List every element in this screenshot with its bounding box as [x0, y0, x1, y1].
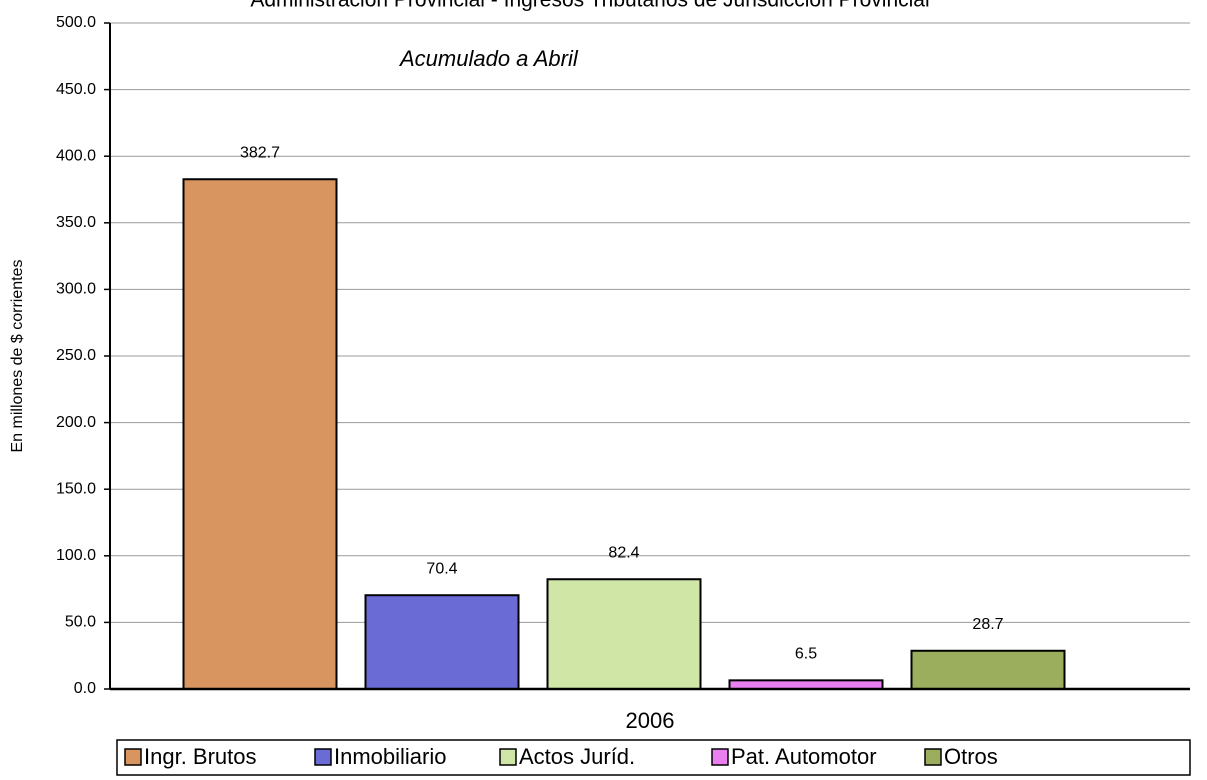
legend-label: Otros	[944, 744, 998, 769]
data-label: 28.7	[972, 616, 1003, 633]
y-tick-label: 50.0	[65, 614, 96, 631]
data-label: 70.4	[426, 560, 457, 577]
legend-swatch	[499, 748, 517, 766]
data-label: 382.7	[240, 144, 280, 161]
y-tick-label: 250.0	[56, 347, 96, 364]
legend-swatch	[711, 748, 729, 766]
legend-label: Ingr. Brutos	[144, 744, 257, 769]
y-tick-label: 450.0	[56, 81, 96, 98]
legend-swatch	[314, 748, 332, 766]
annotation: Acumulado a Abril	[398, 46, 579, 71]
y-tick-label: 100.0	[56, 547, 96, 564]
chart-title: Administración Provincial - Ingresos Tri…	[250, 0, 929, 12]
data-label: 6.5	[795, 646, 817, 663]
bar	[546, 578, 702, 691]
legend-swatch	[124, 748, 142, 766]
bar	[728, 679, 884, 690]
y-tick-label: 0.0	[74, 680, 96, 697]
legend-label: Pat. Automotor	[731, 744, 877, 769]
y-tick-label: 350.0	[56, 214, 96, 231]
x-tick-label: 2006	[626, 708, 675, 733]
y-tick-label: 150.0	[56, 480, 96, 497]
y-tick-label: 500.0	[56, 14, 96, 31]
y-tick-label: 200.0	[56, 414, 96, 431]
legend-label: Actos Juríd.	[519, 744, 635, 769]
bar	[910, 649, 1066, 691]
data-label: 82.4	[608, 544, 639, 561]
y-tick-label: 400.0	[56, 147, 96, 164]
bar	[364, 594, 520, 690]
legend-box	[116, 739, 1191, 776]
legend-swatch	[924, 748, 942, 766]
bar	[182, 178, 338, 691]
y-tick-label: 300.0	[56, 281, 96, 298]
y-axis-label: En millones de $ corrientes	[9, 260, 26, 453]
legend-label: Inmobiliario	[334, 744, 447, 769]
